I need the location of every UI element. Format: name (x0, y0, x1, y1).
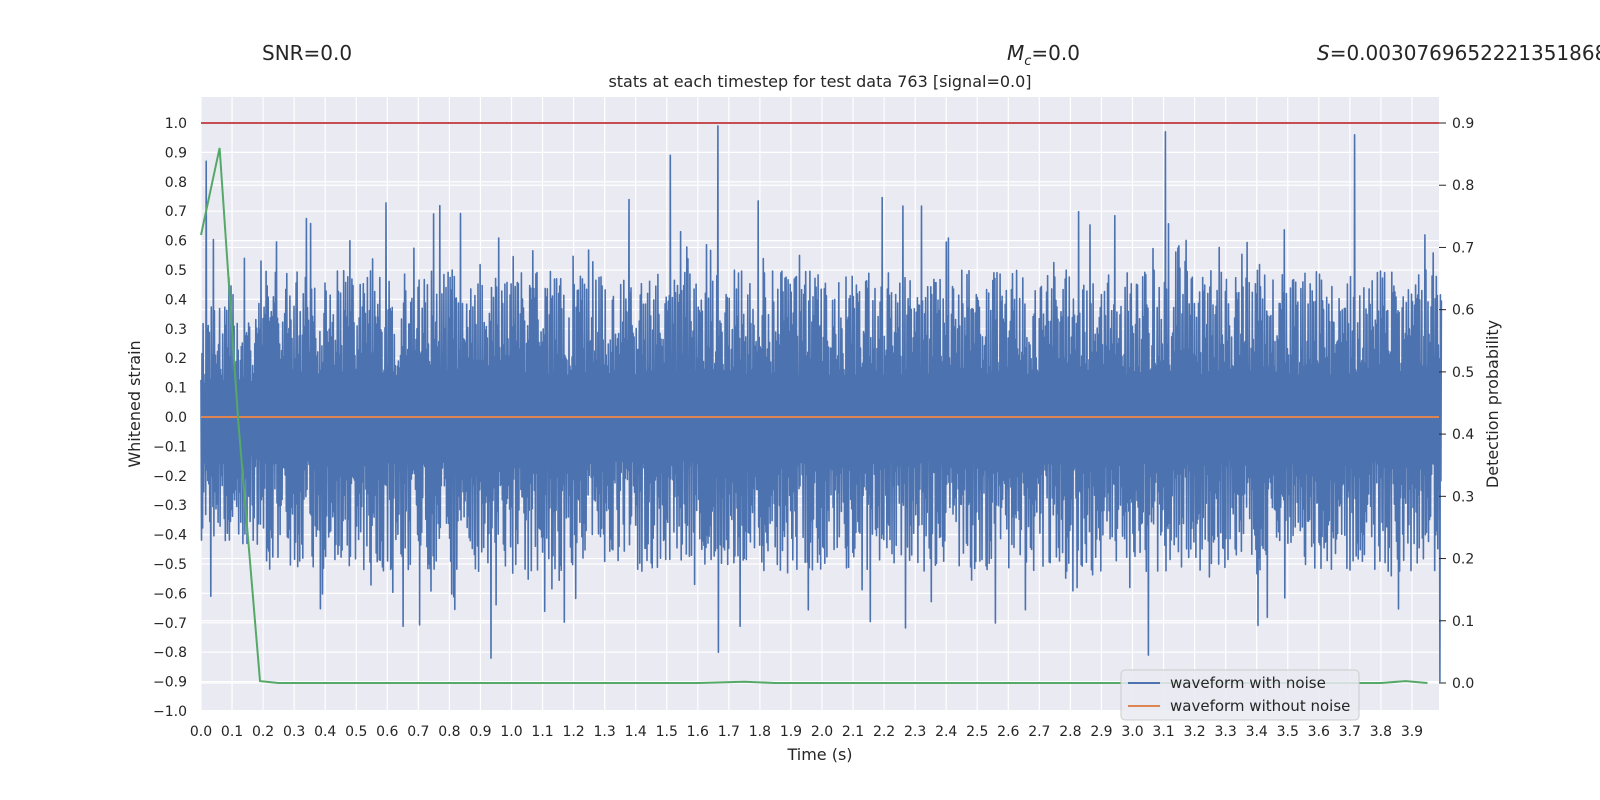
x-tick-label: 3.2 (1183, 724, 1205, 740)
x-tick-label: 2.5 (966, 724, 988, 740)
y2-tick-label: 0.3 (1452, 489, 1474, 505)
series-waveform-with-noise (200, 125, 1443, 683)
x-tick-label: 0.2 (252, 724, 274, 740)
y2-tick-label: 0.1 (1452, 614, 1474, 630)
y2-tick-label: 0.5 (1452, 365, 1474, 381)
x-tick-label: 0.1 (221, 724, 243, 740)
y2-tick-label: 0.2 (1452, 552, 1474, 568)
y-tick-label: −0.4 (153, 528, 187, 544)
legend-box (1120, 669, 1360, 721)
x-tick-label: 2.8 (1059, 724, 1081, 740)
x-tick-label: 1.2 (562, 724, 584, 740)
x-tick-label: 1.7 (718, 724, 740, 740)
y-tick-label: −0.9 (153, 675, 187, 691)
series-detection-probability (200, 147, 1428, 684)
y-tick-label: −0.8 (153, 645, 187, 661)
x-tick-label: 2.0 (811, 724, 833, 740)
y2-tick-label: 0.4 (1452, 427, 1474, 443)
y2-tick-label: 0.8 (1452, 178, 1474, 194)
mc-value: =0.0 (1031, 41, 1080, 65)
y-tick-label: −1.0 (153, 704, 187, 720)
snr-label: SNR=0.0 (262, 41, 353, 65)
y-tick-label: −0.7 (153, 616, 187, 632)
y-tick-label: 0.6 (165, 234, 187, 250)
y-tick-label: 0.5 (165, 263, 187, 279)
x-tick-label: 2.9 (1090, 724, 1112, 740)
y-tick-label: 0.0 (165, 410, 187, 426)
legend: waveform with noise waveform without nois… (1120, 669, 1360, 721)
x-tick-label: 2.4 (935, 724, 957, 740)
x-tick-label: 3.4 (1246, 724, 1268, 740)
y-tick-label: 0.3 (165, 322, 187, 338)
y-tick-label: 0.7 (165, 204, 187, 220)
y2-tick-label: 0.6 (1452, 303, 1474, 319)
x-tick-label: 1.0 (500, 724, 522, 740)
series-layer (200, 122, 1443, 684)
x-tick-label: 1.6 (687, 724, 709, 740)
x-tick-label: 3.3 (1215, 724, 1237, 740)
x-tick-label: 0.6 (376, 724, 398, 740)
x-tick-label: 1.1 (531, 724, 553, 740)
y-tick-label: 0.1 (165, 381, 187, 397)
x-tick-label: 3.1 (1152, 724, 1174, 740)
x-tick-label: 3.7 (1339, 724, 1361, 740)
y-tick-label: 0.8 (165, 175, 187, 191)
x-tick-label: 2.3 (904, 724, 926, 740)
x-tick-label: 2.6 (997, 724, 1019, 740)
x-tick-label: 0.3 (283, 724, 305, 740)
mc-subscript: c (1024, 54, 1032, 69)
x-tick-label: 1.8 (749, 724, 771, 740)
x-tick-label: 3.9 (1401, 724, 1423, 740)
chirp-mass-label: Mc=0.0 (1007, 41, 1080, 69)
x-tick-label: 1.5 (656, 724, 678, 740)
x-tick-label: 2.1 (842, 724, 864, 740)
y2-tick-label: 0.9 (1452, 116, 1474, 132)
y-tick-label: 0.9 (165, 145, 187, 161)
x-tick-label: 3.5 (1277, 724, 1299, 740)
chart-title: stats at each timestep for test data 763… (608, 72, 1031, 91)
y-tick-label: 1.0 (165, 116, 187, 132)
legend-label: waveform without noise (1170, 697, 1350, 715)
x-tick-label: 2.7 (1028, 724, 1050, 740)
x-tick-label: 0.9 (469, 724, 491, 740)
mc-symbol: M (1007, 41, 1025, 65)
y-tick-label: −0.5 (153, 557, 187, 573)
y-tick-label: −0.3 (153, 498, 187, 514)
legend-label: waveform with noise (1170, 674, 1326, 692)
y-tick-label: −0.2 (153, 469, 187, 485)
x-tick-label: 3.8 (1370, 724, 1392, 740)
x-tick-label: 3.6 (1308, 724, 1330, 740)
x-tick-label: 3.0 (1121, 724, 1143, 740)
y-tick-label: 0.2 (165, 351, 187, 367)
y2-axis-label: Detection probability (1483, 320, 1502, 488)
x-tick-label: 1.3 (594, 724, 616, 740)
y-tick-label: −0.1 (153, 439, 187, 455)
x-tick-label: 2.2 (873, 724, 895, 740)
y-tick-label: 0.4 (165, 292, 187, 308)
x-axis-label: Time (s) (786, 745, 852, 764)
x-tick-label: 0.5 (345, 724, 367, 740)
x-tick-label: 1.4 (625, 724, 647, 740)
y-tick-label: −0.6 (153, 586, 187, 602)
x-tick-label: 0.7 (407, 724, 429, 740)
y2-tick-label: 0.0 (1452, 676, 1474, 692)
x-tick-label: 0.8 (438, 724, 460, 740)
x-tick-label: 0.0 (190, 724, 212, 740)
axes: 0.0 0.1 0.2 0.3 0.4 0.5 0.6 0.7 0.8 0.9 1.0 1.1 1.2 1… (153, 116, 1474, 740)
y2-tick-label: 0.7 (1452, 240, 1474, 256)
x-tick-label: 1.9 (780, 724, 802, 740)
x-tick-label: 0.4 (314, 724, 336, 740)
y-axis-label: Whitened strain (125, 340, 144, 467)
